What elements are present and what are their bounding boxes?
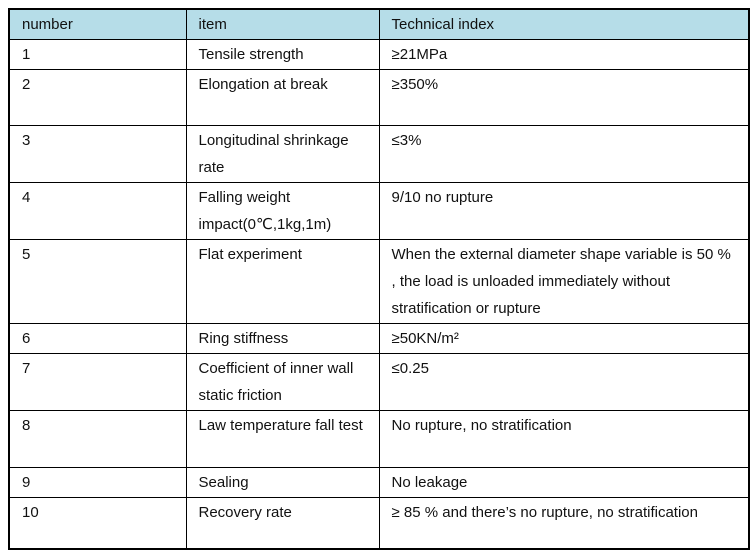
technical-index-cell: ≥350%: [378, 69, 750, 126]
item-cell: Longitudinal shrinkage rate: [185, 125, 380, 183]
technical-index-cell: ≥ 85 % and there’s no rupture, no strati…: [378, 497, 750, 549]
row-number: 3: [8, 125, 187, 183]
table-row: 3 Longitudinal shrinkage rate ≤3%: [8, 125, 750, 183]
row-number: 10: [8, 497, 187, 549]
column-header-technical-index: Technical index: [378, 8, 750, 40]
table-row: 9 Sealing No leakage: [8, 467, 750, 498]
technical-spec-table: number item Technical index 1 Tensile st…: [8, 8, 750, 550]
table-row: 10 Recovery rate ≥ 85 % and there’s no r…: [8, 497, 750, 549]
item-cell: Falling weight impact(0℃,1kg,1m): [185, 182, 380, 240]
table-row: 8 Law temperature fall test No rupture, …: [8, 410, 750, 468]
table-row: 5 Flat experiment When the external diam…: [8, 239, 750, 324]
item-cell: Tensile strength: [185, 39, 380, 70]
technical-index-cell: ≥21MPa: [378, 39, 750, 70]
table-row: 4 Falling weight impact(0℃,1kg,1m) 9/10 …: [8, 182, 750, 240]
technical-index-cell: When the external diameter shape variabl…: [378, 239, 750, 324]
row-number: 9: [8, 467, 187, 498]
item-cell: Sealing: [185, 467, 380, 498]
item-cell: Ring stiffness: [185, 323, 380, 354]
header-row: number item Technical index: [8, 8, 750, 40]
table-row: 7 Coefficient of inner wall static frict…: [8, 353, 750, 411]
technical-index-cell: No leakage: [378, 467, 750, 498]
technical-index-cell: ≥50KN/m²: [378, 323, 750, 354]
row-number: 1: [8, 39, 187, 70]
column-header-number: number: [8, 8, 187, 40]
technical-index-cell: 9/10 no rupture: [378, 182, 750, 240]
technical-spec-table-container: number item Technical index 1 Tensile st…: [8, 8, 750, 550]
column-header-item: item: [185, 8, 380, 40]
row-number: 8: [8, 410, 187, 468]
row-number: 4: [8, 182, 187, 240]
table-row: 6 Ring stiffness ≥50KN/m²: [8, 323, 750, 354]
item-cell: Flat experiment: [185, 239, 380, 324]
technical-index-cell: No rupture, no stratification: [378, 410, 750, 468]
row-number: 2: [8, 69, 187, 126]
technical-index-cell: ≤3%: [378, 125, 750, 183]
row-number: 5: [8, 239, 187, 324]
row-number: 6: [8, 323, 187, 354]
item-cell: Law temperature fall test: [185, 410, 380, 468]
item-cell: Recovery rate: [185, 497, 380, 549]
row-number: 7: [8, 353, 187, 411]
table-row: 1 Tensile strength ≥21MPa: [8, 39, 750, 70]
technical-index-cell: ≤0.25: [378, 353, 750, 411]
item-cell: Elongation at break: [185, 69, 380, 126]
item-cell: Coefficient of inner wall static frictio…: [185, 353, 380, 411]
table-row: 2 Elongation at break ≥350%: [8, 69, 750, 126]
